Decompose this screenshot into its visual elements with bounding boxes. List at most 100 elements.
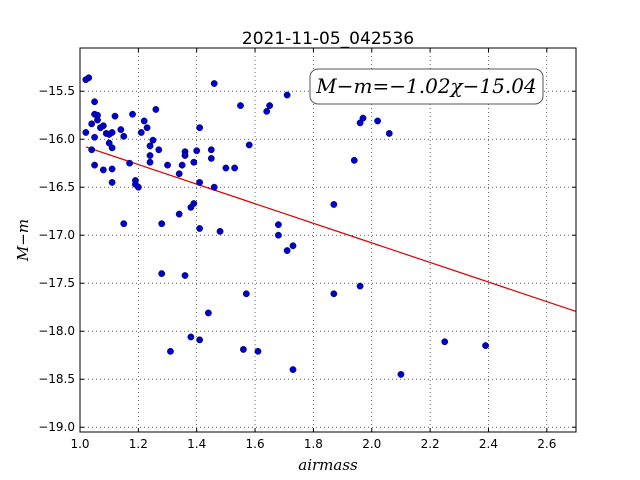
- data-point: [359, 114, 367, 122]
- data-point: [117, 126, 125, 134]
- data-point: [149, 136, 157, 144]
- data-point: [210, 183, 218, 191]
- data-point: [289, 366, 297, 373]
- data-point: [155, 146, 163, 154]
- data-point: [137, 129, 145, 136]
- data-point: [196, 336, 204, 344]
- data-point: [99, 122, 107, 130]
- annotation-box: [309, 68, 544, 105]
- data-point: [210, 80, 218, 87]
- data-point: [231, 164, 239, 172]
- data-point: [108, 144, 116, 152]
- data-point: [187, 333, 195, 341]
- data-point: [356, 282, 364, 290]
- data-point: [82, 129, 90, 136]
- data-point: [111, 112, 119, 120]
- data-point: [140, 117, 148, 125]
- data-point: [88, 120, 96, 128]
- data-point: [178, 161, 186, 169]
- data-point: [274, 221, 282, 229]
- x-tick-label: 1.6: [246, 437, 265, 451]
- data-point: [204, 309, 212, 317]
- data-point: [146, 142, 154, 150]
- data-point: [196, 124, 204, 132]
- data-point: [330, 201, 338, 208]
- data-point: [143, 124, 151, 132]
- x-tick-label: 2.0: [362, 437, 381, 451]
- y-tick-label: −16.0: [38, 132, 75, 146]
- data-point: [91, 133, 98, 141]
- data-point: [108, 178, 116, 186]
- data-point: [245, 141, 253, 149]
- data-point: [99, 166, 107, 174]
- fit-line: [85, 146, 577, 312]
- data-point: [330, 290, 338, 298]
- x-tick-label: 2.4: [479, 437, 498, 451]
- y-axis-label: M−m: [14, 219, 32, 262]
- y-tick-label: −16.5: [38, 180, 75, 194]
- plot-area: [80, 48, 576, 432]
- data-point: [196, 178, 204, 186]
- ticks-layer: 1.0 1.2 1.4 1.6 1.8 2.0 2.2 2.4 2.6 −15.5 −16.0 −16…: [38, 48, 576, 451]
- data-point: [283, 91, 291, 99]
- data-point: [193, 147, 201, 155]
- data-point: [482, 342, 489, 349]
- plot-frame: [79, 47, 577, 433]
- data-point: [196, 225, 204, 232]
- fit-line-layer: [85, 146, 577, 312]
- data-point: [441, 338, 449, 346]
- data-point: [350, 156, 358, 164]
- x-tick-label: 2.6: [537, 437, 556, 451]
- data-point: [126, 159, 134, 167]
- y-tick-label: −18.0: [38, 324, 75, 338]
- x-axis-label: airmass: [298, 456, 358, 474]
- x-tick-label: 1.8: [304, 437, 323, 451]
- fit-equation-annotation: M−m=−1.02χ−15.04: [309, 68, 544, 105]
- data-point: [146, 152, 154, 159]
- chart-title: 2021-11-05_042536: [242, 29, 414, 49]
- data-point: [216, 227, 224, 235]
- data-point: [374, 117, 381, 125]
- data-point: [152, 106, 160, 113]
- x-tick-label: 1.4: [187, 437, 206, 451]
- data-point: [91, 98, 98, 106]
- data-point: [158, 270, 166, 277]
- data-point: [207, 154, 215, 162]
- data-point: [266, 102, 274, 110]
- y-tick-label: −17.0: [38, 228, 75, 242]
- data-point: [129, 110, 136, 118]
- data-point: [207, 146, 215, 154]
- data-point: [254, 347, 262, 355]
- data-point: [167, 347, 174, 355]
- data-point: [190, 158, 198, 166]
- x-tick-label: 2.2: [421, 437, 440, 451]
- data-point: [181, 152, 189, 159]
- x-tick-label: 1.2: [129, 437, 148, 451]
- data-point: [222, 164, 230, 172]
- data-point: [108, 129, 116, 136]
- data-point: [164, 161, 171, 169]
- data-point: [134, 183, 142, 191]
- y-tick-label: −17.5: [38, 276, 75, 290]
- data-point: [242, 290, 250, 298]
- x-tick-label: 1.0: [70, 437, 89, 451]
- data-point: [94, 116, 101, 124]
- data-point: [397, 370, 405, 378]
- data-point: [239, 346, 247, 353]
- data-point: [289, 242, 297, 250]
- data-point: [190, 200, 198, 207]
- y-tick-label: −19.0: [38, 420, 75, 434]
- data-point: [120, 220, 128, 228]
- data-point: [88, 146, 96, 154]
- data-point: [175, 170, 183, 178]
- data-point: [385, 130, 393, 137]
- data-point: [237, 102, 244, 110]
- data-point: [283, 247, 291, 254]
- data-point: [108, 165, 116, 173]
- y-tick-label: −18.5: [38, 372, 75, 386]
- data-point: [175, 210, 183, 218]
- data-point: [274, 231, 282, 239]
- data-point: [263, 107, 271, 115]
- data-points-layer: [82, 74, 489, 378]
